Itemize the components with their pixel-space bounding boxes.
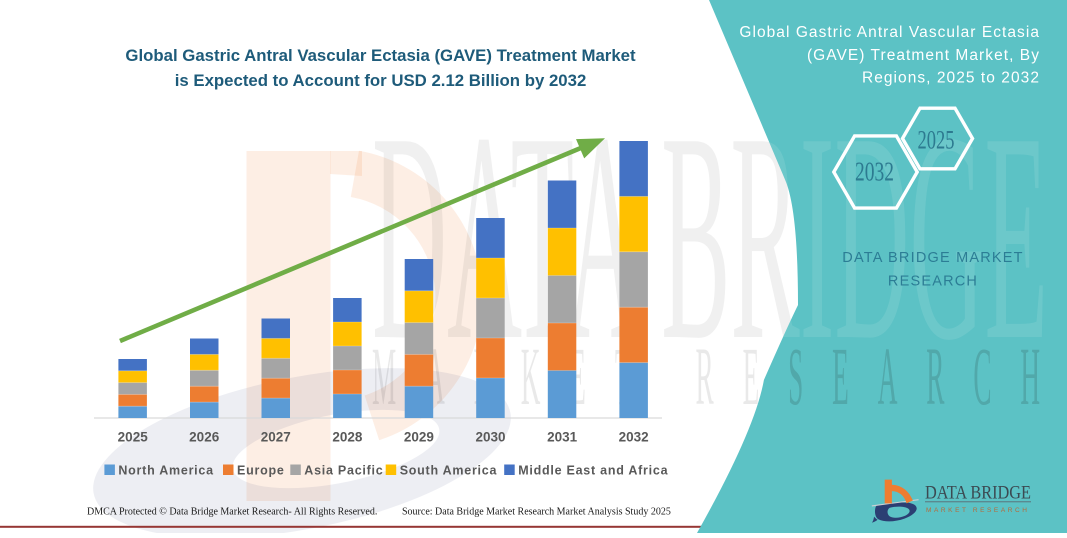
- svg-text:South America: South America: [400, 464, 498, 478]
- svg-text:Europe: Europe: [237, 464, 285, 478]
- svg-text:Source: Data Bridge Market Res: Source: Data Bridge Market Research Mark…: [402, 507, 671, 518]
- svg-text:(GAVE) Treatment Market, By: (GAVE) Treatment Market, By: [807, 47, 1040, 64]
- svg-text:2030: 2030: [475, 430, 505, 445]
- svg-text:2026: 2026: [189, 430, 220, 445]
- svg-text:2025: 2025: [918, 126, 955, 155]
- svg-text:2032: 2032: [619, 430, 649, 445]
- svg-text:2025: 2025: [118, 430, 149, 445]
- svg-text:2028: 2028: [332, 430, 363, 445]
- svg-text:Middle East and Africa: Middle East and Africa: [518, 464, 668, 478]
- svg-text:2031: 2031: [547, 430, 578, 445]
- svg-text:RESEARCH: RESEARCH: [888, 274, 978, 290]
- svg-text:DMCA Protected © Data Bridge M: DMCA Protected © Data Bridge Market Rese…: [87, 507, 377, 518]
- svg-text:2032: 2032: [855, 157, 894, 187]
- svg-text:DATA BRIDGE MARKET: DATA BRIDGE MARKET: [842, 250, 1023, 266]
- svg-text:2027: 2027: [261, 430, 291, 445]
- svg-text:Asia Pacific: Asia Pacific: [304, 464, 383, 478]
- svg-text:MARKET RESEARCH: MARKET RESEARCH: [926, 507, 1029, 514]
- svg-text:is Expected to Account for USD: is Expected to Account for USD 2.12 Bill…: [175, 71, 587, 90]
- svg-text:Global Gastric Antral Vascular: Global Gastric Antral Vascular Ectasia: [739, 24, 1040, 41]
- svg-text:North America: North America: [118, 464, 214, 478]
- svg-text:Regions, 2025 to 2032: Regions, 2025 to 2032: [862, 70, 1040, 87]
- svg-text:DATA BRIDGE: DATA BRIDGE: [925, 484, 1031, 504]
- svg-text:Global Gastric Antral Vascular: Global Gastric Antral Vascular Ectasia (…: [125, 46, 636, 65]
- svg-text:2029: 2029: [404, 430, 434, 445]
